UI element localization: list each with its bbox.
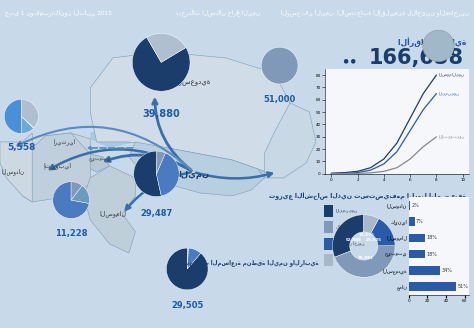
Wedge shape xyxy=(21,99,38,128)
Text: ⚫⚫: ⚫⚫ xyxy=(341,56,358,66)
Text: إثيوبيا: إثيوبيا xyxy=(44,163,72,169)
Text: التحركات المساعدة منطقة اليمن والرابية: التحركات المساعدة منطقة اليمن والرابية xyxy=(177,259,319,266)
Text: 166,658: 166,658 xyxy=(369,48,464,68)
Text: السعودية: السعودية xyxy=(176,78,211,85)
Polygon shape xyxy=(84,166,136,253)
Text: 2%: 2% xyxy=(411,203,419,208)
Wedge shape xyxy=(335,246,395,277)
Text: الإثيوبيون: الإثيوبيون xyxy=(438,135,465,139)
Bar xyxy=(409,282,456,291)
Wedge shape xyxy=(21,116,34,128)
Wedge shape xyxy=(71,185,90,203)
Text: السودان: السودان xyxy=(1,169,24,175)
Bar xyxy=(324,255,333,266)
Text: لاجئون آخرون: لاجئون آخرون xyxy=(336,242,365,246)
Text: اليمنيون: اليمنيون xyxy=(336,209,358,213)
Wedge shape xyxy=(147,33,186,62)
Text: الصومال: الصومال xyxy=(100,211,126,217)
Text: 11,228: 11,228 xyxy=(55,229,87,237)
Text: 7%: 7% xyxy=(416,219,424,224)
Text: 39,880: 39,880 xyxy=(142,109,180,119)
Wedge shape xyxy=(21,116,34,133)
Wedge shape xyxy=(134,151,161,196)
Wedge shape xyxy=(156,151,165,174)
Wedge shape xyxy=(364,215,379,234)
Wedge shape xyxy=(132,37,190,91)
Wedge shape xyxy=(53,182,89,218)
Text: اليمنيون: اليمنيون xyxy=(438,92,459,95)
Text: الأرقام الأولية: الأرقام الأولية xyxy=(398,37,466,47)
Text: تحركات السكان خارج اليمن: تحركات السكان خارج اليمن xyxy=(176,9,261,16)
Text: لاجئون صوماليون: لاجئون صوماليون xyxy=(336,225,376,230)
Bar xyxy=(409,201,410,210)
Bar xyxy=(409,217,415,226)
Polygon shape xyxy=(90,52,290,178)
Text: 75,981: 75,981 xyxy=(358,256,374,259)
Wedge shape xyxy=(156,153,179,196)
Wedge shape xyxy=(187,248,188,269)
Bar xyxy=(324,238,333,250)
Text: 18%: 18% xyxy=(426,252,437,256)
Polygon shape xyxy=(16,133,90,202)
Wedge shape xyxy=(187,248,201,269)
Bar xyxy=(409,250,425,258)
Wedge shape xyxy=(371,218,395,246)
Text: 34%: 34% xyxy=(441,268,452,273)
Bar xyxy=(409,234,425,242)
Text: 51,000: 51,000 xyxy=(264,95,296,104)
Text: 51%: 51% xyxy=(457,284,468,289)
Wedge shape xyxy=(261,47,298,84)
Polygon shape xyxy=(84,154,109,172)
Polygon shape xyxy=(0,133,32,202)
Text: إريتريا: إريتريا xyxy=(54,138,75,145)
Polygon shape xyxy=(264,103,316,178)
Text: المصدر: اليمن | اليمن: المصدر: اليمن | اليمن xyxy=(388,85,445,91)
Text: حتى 1 نوفمبر/كانون الثاني 2015: حتى 1 نوفمبر/كانون الثاني 2015 xyxy=(5,9,112,16)
Bar xyxy=(324,205,333,217)
Text: 29,505: 29,505 xyxy=(171,301,203,310)
Wedge shape xyxy=(423,30,454,62)
Text: 29,025: 29,025 xyxy=(366,238,382,242)
Wedge shape xyxy=(333,215,364,257)
Wedge shape xyxy=(71,182,82,200)
Bar xyxy=(409,266,440,275)
Wedge shape xyxy=(166,248,208,290)
Text: 52,888: 52,888 xyxy=(346,237,362,241)
Text: الصوماليون: الصوماليون xyxy=(438,73,465,77)
Text: 18%: 18% xyxy=(426,236,437,240)
Polygon shape xyxy=(45,133,90,160)
Text: اليمن: اليمن xyxy=(178,171,209,179)
Text: الوضع في اليمن: الاستجابة الإقليمية للاجئين والمهاجرين: الوضع في اليمن: الاستجابة الإقليمية للاج… xyxy=(281,9,469,16)
Text: 1: 1 xyxy=(235,10,239,15)
Text: 13,576: 13,576 xyxy=(359,233,374,237)
Text: توزيع الأشخاص الذين تستضيفهم الدول المضيفة: توزيع الأشخاص الذين تستضيفهم الدول المضي… xyxy=(269,192,466,200)
Text: 5,558: 5,558 xyxy=(7,143,36,152)
Text: 50,500: 50,500 xyxy=(428,73,449,78)
Text: جيبوتي: جيبوتي xyxy=(89,157,111,162)
Bar xyxy=(324,221,333,234)
Wedge shape xyxy=(4,99,22,133)
Polygon shape xyxy=(90,118,290,178)
Polygon shape xyxy=(129,142,264,196)
Text: 29,487: 29,487 xyxy=(140,209,173,218)
Text: مجموع الخارجين من اليمن: مجموع الخارجين من اليمن xyxy=(376,72,457,79)
Text: مجموع: مجموع xyxy=(336,258,349,262)
